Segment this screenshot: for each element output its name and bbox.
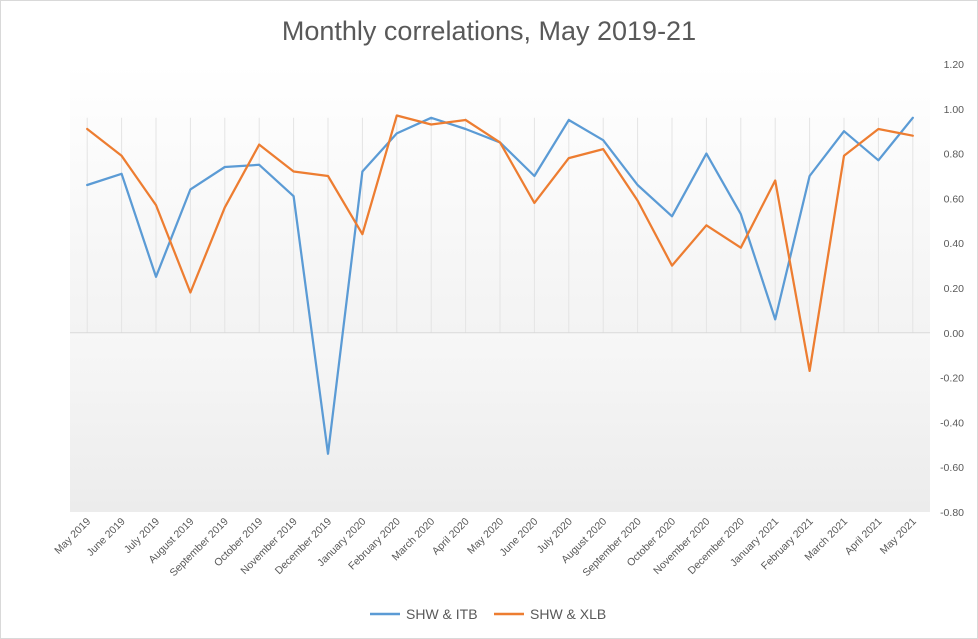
y-tick-label: 0.20 xyxy=(944,283,965,295)
y-tick-label: 0.00 xyxy=(944,328,965,340)
legend: SHW & ITB SHW & XLB xyxy=(370,606,606,622)
y-tick-label: 0.80 xyxy=(944,149,965,161)
y-tick-label: -0.40 xyxy=(940,417,964,429)
x-tick-label: April 2020 xyxy=(430,516,472,558)
x-tick-label: September 2019 xyxy=(168,516,231,579)
y-tick-label: 0.40 xyxy=(944,238,965,250)
legend-item-shw-xlb: SHW & XLB xyxy=(494,606,606,622)
legend-label-shw-itb: SHW & ITB xyxy=(406,606,478,622)
y-tick-label: 1.00 xyxy=(944,104,965,116)
y-tick-label: -0.20 xyxy=(940,373,964,385)
y-tick-label: 1.20 xyxy=(944,59,965,71)
x-tick-label: September 2020 xyxy=(580,516,643,579)
legend-item-shw-itb: SHW & ITB xyxy=(370,606,478,622)
y-tick-label: -0.80 xyxy=(940,507,964,519)
x-tick-label: May 2021 xyxy=(878,516,919,557)
legend-label-shw-xlb: SHW & XLB xyxy=(530,606,606,622)
x-tick-label: April 2021 xyxy=(843,516,885,558)
series-line-shw-xlb xyxy=(86,114,914,373)
y-tick-label: -0.60 xyxy=(940,462,964,474)
plot-area-negative xyxy=(70,332,930,512)
y-tick-label: 0.60 xyxy=(944,193,965,205)
chart-title: Monthly correlations, May 2019-21 xyxy=(282,16,696,46)
